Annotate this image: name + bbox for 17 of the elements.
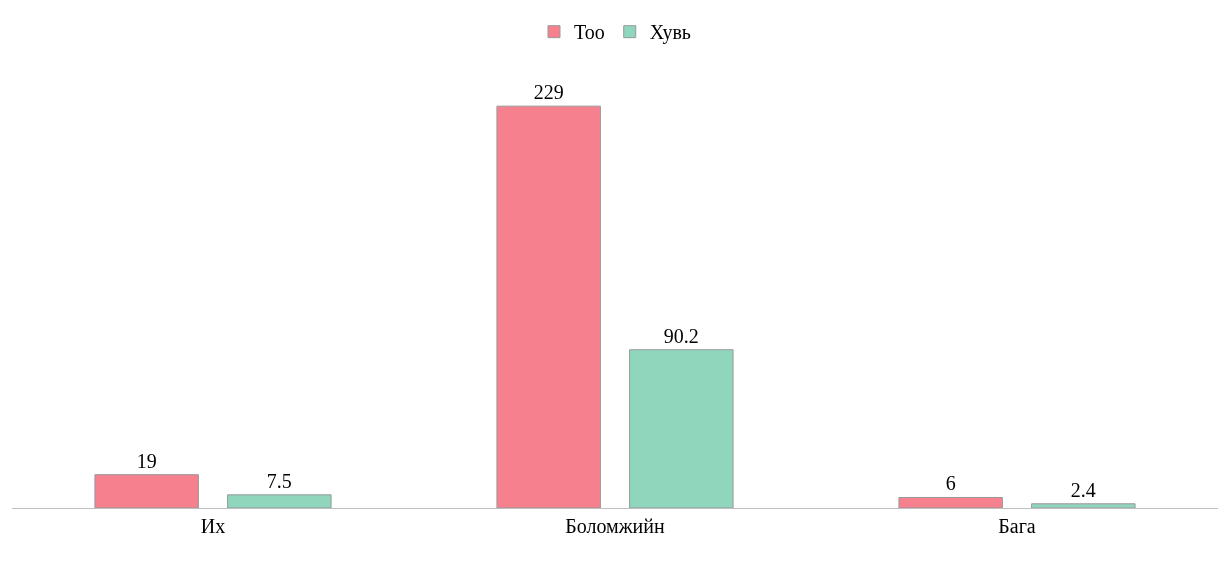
bar	[898, 496, 1003, 508]
data-label: 90.2	[663, 324, 699, 347]
legend-label: Хувь	[649, 21, 691, 45]
legend-label: Тоо	[574, 21, 605, 44]
data-label: 229	[533, 81, 564, 104]
x-tick-label: Бага	[998, 515, 1036, 537]
data-label: 7.5	[266, 469, 292, 492]
x-tick-label: Боломжийн	[565, 515, 665, 537]
bar	[1031, 503, 1136, 508]
bar	[496, 105, 601, 508]
data-label: 19	[136, 449, 157, 472]
bar	[94, 474, 199, 508]
data-label: 2.4	[1070, 478, 1096, 501]
bar	[227, 494, 332, 508]
bar	[629, 349, 734, 508]
x-tick-label: Их	[200, 515, 226, 537]
data-label: 6	[945, 472, 956, 495]
